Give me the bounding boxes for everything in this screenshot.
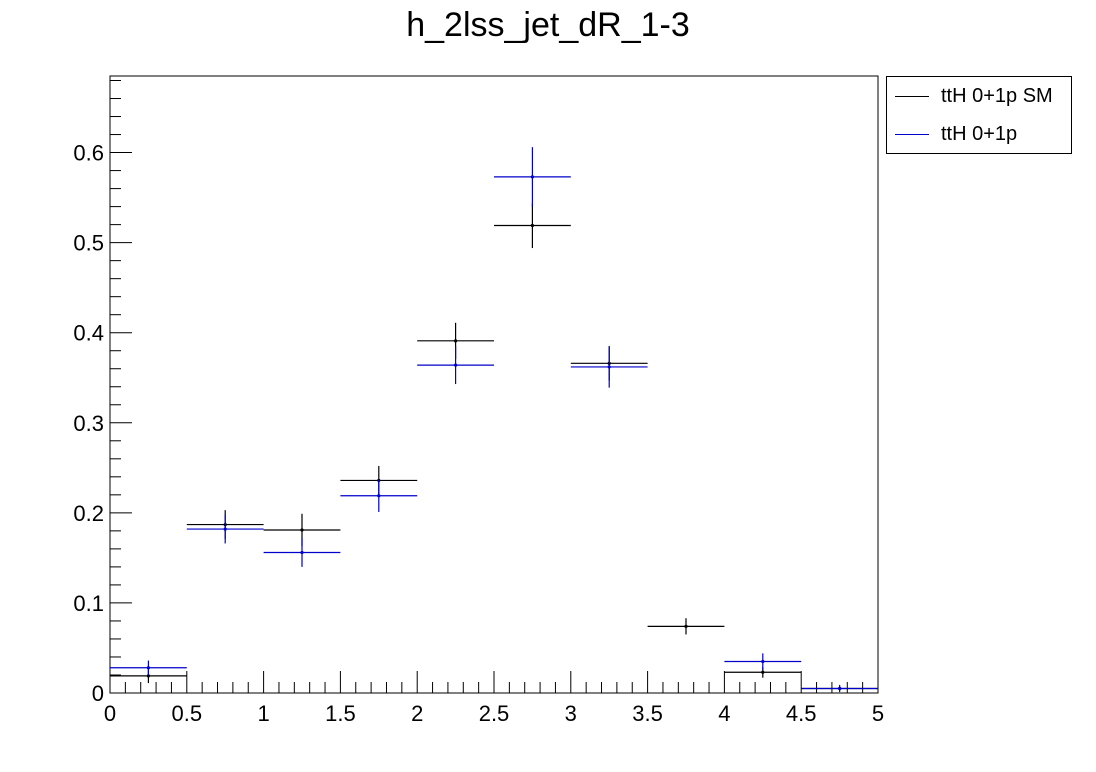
marker	[146, 666, 150, 670]
plot-frame	[109, 75, 879, 694]
x-tick-label: 1.5	[325, 701, 356, 726]
x-tick-label: 4	[718, 701, 730, 726]
x-tick-label: 0	[104, 701, 116, 726]
x-tick-label: 2	[411, 701, 423, 726]
y-tick-label: 0.5	[73, 231, 104, 256]
y-tick-label: 0.6	[73, 141, 104, 166]
marker	[454, 339, 458, 343]
x-tick-label: 3	[565, 701, 577, 726]
data-point-s0-bin5	[494, 203, 571, 249]
y-tick-label: 0.1	[73, 591, 104, 616]
x-tick-label: 5	[872, 701, 884, 726]
legend-label-bsm: ttH 0+1p	[941, 123, 1018, 145]
chart-title: h_2lss_jet_dR_1-3	[406, 6, 690, 44]
data-point-s1-bin1	[186, 514, 264, 544]
marker	[300, 528, 304, 532]
marker	[223, 527, 227, 531]
x-tick-label: 0.5	[172, 701, 203, 726]
marker	[530, 175, 535, 179]
x-tick-label: 1	[257, 701, 269, 726]
legend-label-sm: ttH 0+1p SM	[941, 85, 1053, 107]
data-point-s1-bin0	[110, 660, 187, 675]
data-point-s1-bin3	[340, 479, 418, 512]
data-point-s0-bin7	[647, 618, 725, 635]
data-point-s1-bin9	[801, 684, 878, 693]
y-tick-label: 0.2	[73, 501, 104, 526]
data-point-s1-bin6	[570, 346, 648, 388]
y-tick-label: 0	[92, 681, 104, 706]
legend-entry-bsm: ttH 0+1p	[895, 115, 1065, 153]
x-tick-label: 4.5	[786, 701, 817, 726]
x-tick-label: 3.5	[632, 701, 663, 726]
marker	[761, 670, 765, 674]
marker	[146, 674, 150, 678]
y-tick-label: 0.3	[73, 411, 104, 436]
marker	[454, 363, 458, 367]
marker	[530, 223, 535, 228]
legend-swatch-sm	[895, 96, 929, 97]
data-point-s1-bin4	[417, 346, 494, 385]
data-point-s1-bin2	[263, 538, 341, 567]
y-tick-label: 0.4	[73, 321, 104, 346]
marker	[300, 550, 304, 555]
x-tick-label: 2.5	[479, 701, 510, 726]
data-point-s1-bin8	[724, 653, 802, 670]
legend: ttH 0+1p SM ttH 0+1p	[886, 76, 1072, 154]
marker	[377, 494, 381, 498]
marker	[761, 659, 765, 664]
legend-swatch-bsm	[895, 134, 929, 135]
legend-entry-sm: ttH 0+1p SM	[895, 77, 1065, 115]
marker	[838, 686, 842, 691]
data-point-s0-bin8	[724, 666, 802, 678]
marker	[684, 624, 688, 628]
data-point-s1-bin5	[494, 147, 571, 207]
marker	[607, 365, 611, 369]
